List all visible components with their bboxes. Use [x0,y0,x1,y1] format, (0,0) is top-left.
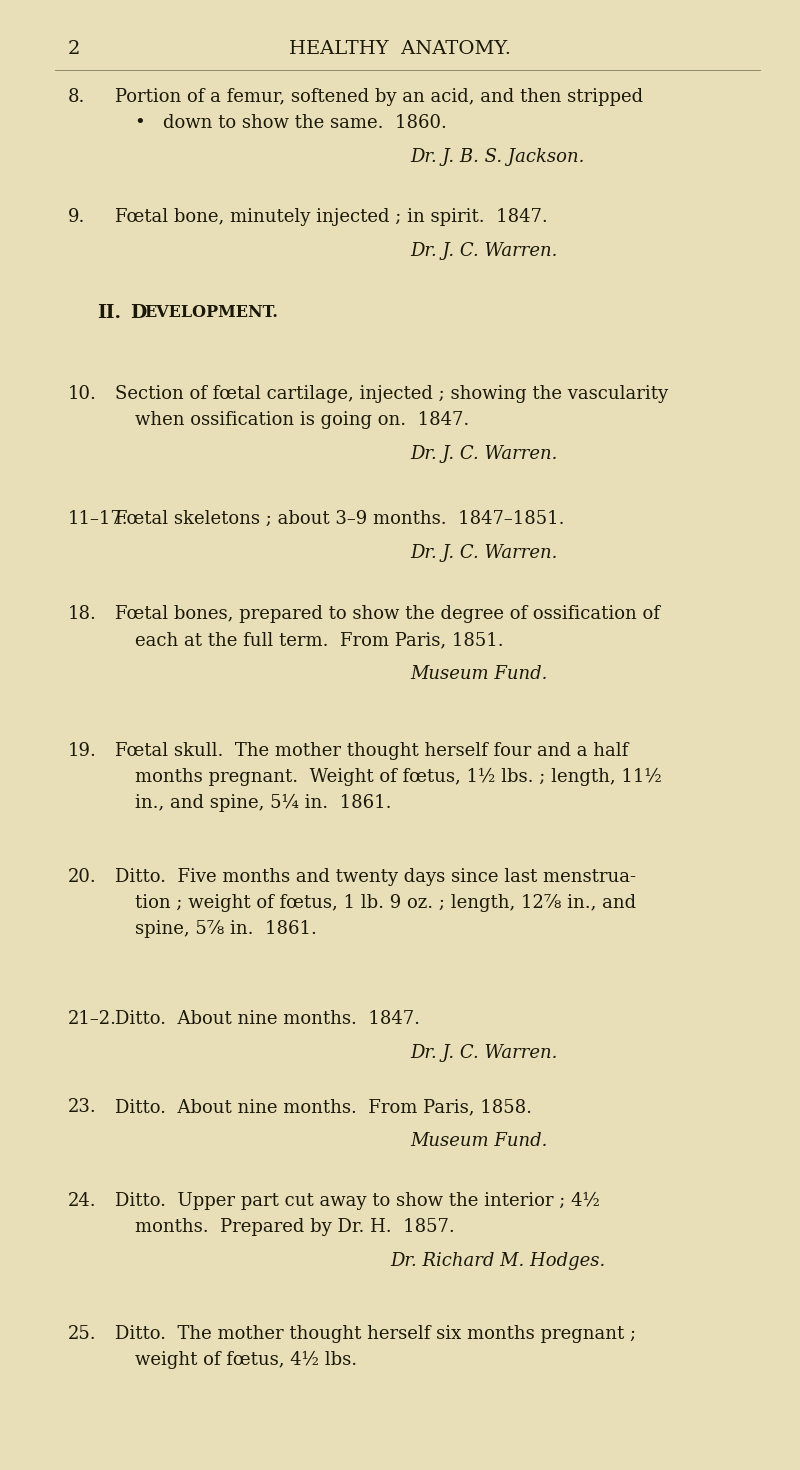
Text: Ditto.  About nine months.  1847.: Ditto. About nine months. 1847. [115,1010,420,1028]
Text: Museum Fund.: Museum Fund. [410,664,547,684]
Text: Fœtal bones, prepared to show the degree of ossification of: Fœtal bones, prepared to show the degree… [115,606,660,623]
Text: 10.: 10. [68,385,97,403]
Text: 21–2.: 21–2. [68,1010,117,1028]
Text: HEALTHY  ANATOMY.: HEALTHY ANATOMY. [289,40,511,57]
Text: Dr. J. C. Warren.: Dr. J. C. Warren. [410,243,558,260]
Text: 2: 2 [68,40,80,57]
Text: Dr. J. C. Warren.: Dr. J. C. Warren. [410,1044,558,1061]
Text: 8.: 8. [68,88,86,106]
Text: 18.: 18. [68,606,97,623]
Text: 9.: 9. [68,207,86,226]
Text: months.  Prepared by Dr. H.  1857.: months. Prepared by Dr. H. 1857. [135,1219,454,1236]
Text: •   down to show the same.  1860.: • down to show the same. 1860. [135,115,447,132]
Text: 24.: 24. [68,1192,97,1210]
Text: EVELOPMENT.: EVELOPMENT. [144,304,278,320]
Text: spine, 5⅞ in.  1861.: spine, 5⅞ in. 1861. [135,920,317,938]
Text: II.: II. [97,304,121,322]
Text: Fœtal skull.  The mother thought herself four and a half: Fœtal skull. The mother thought herself … [115,742,628,760]
Text: Ditto.  Upper part cut away to show the interior ; 4½: Ditto. Upper part cut away to show the i… [115,1192,600,1210]
Text: when ossification is going on.  1847.: when ossification is going on. 1847. [135,412,470,429]
Text: Fœtal bone, minutely injected ; in spirit.  1847.: Fœtal bone, minutely injected ; in spiri… [115,207,548,226]
Text: Section of fœtal cartilage, injected ; showing the vascularity: Section of fœtal cartilage, injected ; s… [115,385,668,403]
Text: 25.: 25. [68,1324,97,1344]
Text: Museum Fund.: Museum Fund. [410,1132,547,1150]
Text: Dr. J. C. Warren.: Dr. J. C. Warren. [410,445,558,463]
Text: Ditto.  About nine months.  From Paris, 1858.: Ditto. About nine months. From Paris, 18… [115,1098,532,1116]
Text: D: D [130,304,146,322]
Text: Fœtal skeletons ; about 3–9 months.  1847–1851.: Fœtal skeletons ; about 3–9 months. 1847… [115,510,565,528]
Text: 11–17.: 11–17. [68,510,129,528]
Text: Portion of a femur, softened by an acid, and then stripped: Portion of a femur, softened by an acid,… [115,88,643,106]
Text: 23.: 23. [68,1098,97,1116]
Text: Ditto.  Five months and twenty days since last menstrua-: Ditto. Five months and twenty days since… [115,867,636,886]
Text: Ditto.  The mother thought herself six months pregnant ;: Ditto. The mother thought herself six mo… [115,1324,636,1344]
Text: Dr. Richard M. Hodges.: Dr. Richard M. Hodges. [390,1252,606,1270]
Text: months pregnant.  Weight of fœtus, 1½ lbs. ; length, 11½: months pregnant. Weight of fœtus, 1½ lbs… [135,767,662,786]
Text: Dr. J. C. Warren.: Dr. J. C. Warren. [410,544,558,562]
Text: Dr. J. B. S. Jackson.: Dr. J. B. S. Jackson. [410,148,584,166]
Text: in., and spine, 5¼ in.  1861.: in., and spine, 5¼ in. 1861. [135,794,391,811]
Text: 19.: 19. [68,742,97,760]
Text: weight of fœtus, 4½ lbs.: weight of fœtus, 4½ lbs. [135,1351,357,1369]
Text: each at the full term.  From Paris, 1851.: each at the full term. From Paris, 1851. [135,631,504,648]
Text: tion ; weight of fœtus, 1 lb. 9 oz. ; length, 12⅞ in., and: tion ; weight of fœtus, 1 lb. 9 oz. ; le… [135,894,636,911]
Text: 20.: 20. [68,867,97,886]
